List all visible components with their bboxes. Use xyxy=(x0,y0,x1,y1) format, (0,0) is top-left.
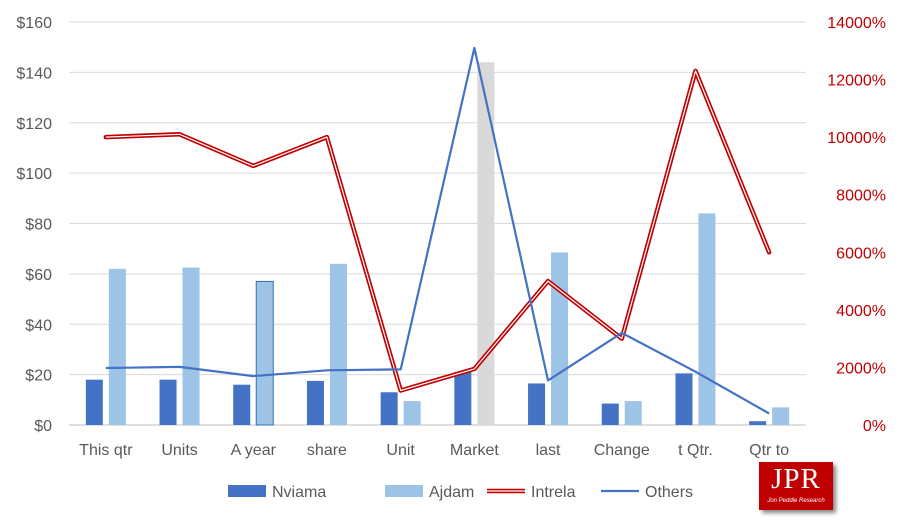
bar-ajdam xyxy=(624,401,642,425)
legend-swatch-ajdam xyxy=(385,485,423,497)
bar-nviama xyxy=(380,392,398,425)
line-intrela-core xyxy=(105,70,770,392)
line-marks xyxy=(103,46,772,415)
left-tick-label: $140 xyxy=(16,65,52,82)
bar-ajdam xyxy=(403,401,421,425)
bar-ajdam xyxy=(182,267,200,425)
bar-marks xyxy=(85,62,790,426)
x-tick-label: A year xyxy=(231,442,277,459)
left-tick-label: $80 xyxy=(25,217,52,234)
bar-nviama xyxy=(233,384,251,425)
right-tick-label: 10000% xyxy=(827,130,886,147)
right-tick-label: 6000% xyxy=(836,245,886,262)
left-axis-ticks: $0 $20 $40 $60 $80 $100 $120 $140 $160 xyxy=(16,15,52,435)
bar-nviama xyxy=(85,379,103,425)
right-tick-label: 2000% xyxy=(836,360,886,377)
x-tick-label: Units xyxy=(161,442,197,459)
legend-label: Others xyxy=(645,484,693,501)
line-intrela xyxy=(103,68,772,393)
bar-ajdam xyxy=(698,213,716,425)
left-tick-label: $40 xyxy=(25,317,52,334)
bar-ajdam xyxy=(772,407,790,425)
x-tick-label: Market xyxy=(450,442,499,459)
left-tick-label: $60 xyxy=(25,267,52,284)
right-tick-label: 14000% xyxy=(827,15,886,32)
bar-nviama xyxy=(306,380,324,425)
left-tick-label: $100 xyxy=(16,166,52,183)
right-tick-label: 12000% xyxy=(827,73,886,90)
gridlines xyxy=(69,21,806,426)
x-tick-label: This qtr xyxy=(79,442,133,459)
logo-main-text: JPR xyxy=(771,463,821,495)
x-axis-ticks: This qtr Units A year share Unit Market last Ch… xyxy=(79,442,789,459)
right-axis-ticks: 0% 2000% 4000% 6000% 8000% 10000% 12000% 14000% xyxy=(827,15,886,435)
right-tick-label: 0% xyxy=(863,418,886,435)
legend: Nviama Ajdam Intrela Others xyxy=(228,484,693,501)
line-others xyxy=(105,46,770,415)
bar-nviama xyxy=(675,373,693,425)
jpr-logo: JPR Jon Peddie Research xyxy=(759,462,833,510)
left-tick-label: $120 xyxy=(16,116,52,133)
left-tick-label: $0 xyxy=(34,418,52,435)
bar-nviama xyxy=(159,379,177,425)
bar-ajdam xyxy=(329,263,347,425)
bar-ajdam xyxy=(108,268,126,425)
bar-nviama xyxy=(601,403,619,425)
x-tick-label: Qtr to xyxy=(749,442,789,459)
left-tick-label: $160 xyxy=(16,15,52,32)
bar-nviama xyxy=(528,383,546,425)
x-tick-label: Unit xyxy=(386,442,415,459)
x-tick-label: last xyxy=(536,442,561,459)
x-tick-label: share xyxy=(307,442,347,459)
left-tick-label: $20 xyxy=(25,368,52,385)
logo-sub-text: Jon Peddie Research xyxy=(767,498,825,504)
x-tick-label: Change xyxy=(594,442,650,459)
bar-ajdam xyxy=(255,280,274,426)
bar-nviama xyxy=(749,421,767,425)
x-tick-label: t Qtr. xyxy=(678,442,713,459)
legend-label: Ajdam xyxy=(429,484,474,501)
bar-ajdam xyxy=(477,62,495,426)
right-tick-label: 4000% xyxy=(836,303,886,320)
bar-nviama xyxy=(454,372,472,425)
legend-label: Intrela xyxy=(531,484,576,501)
bar-ajdam xyxy=(551,252,569,425)
legend-label: Nviama xyxy=(272,484,326,501)
legend-swatch-nviama xyxy=(228,485,266,497)
right-tick-label: 8000% xyxy=(836,188,886,205)
